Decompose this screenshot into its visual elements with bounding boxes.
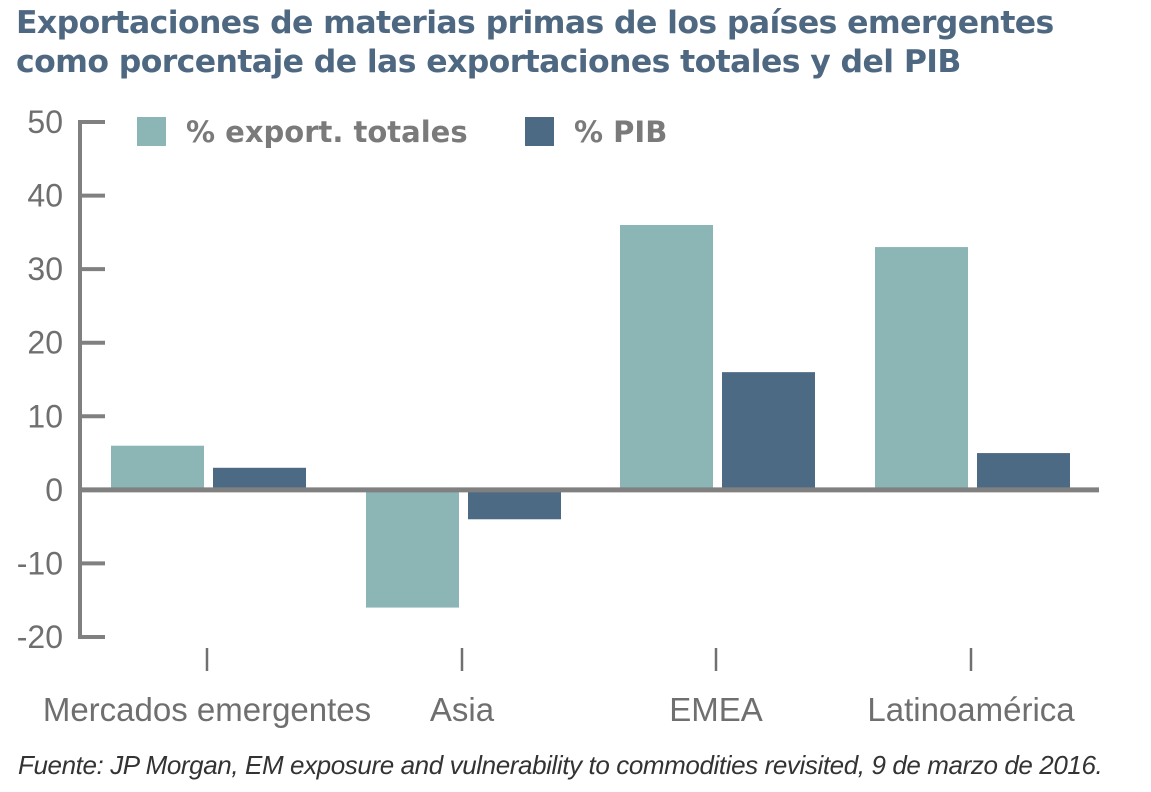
bars-group (111, 225, 1070, 608)
source-note: Fuente: JP Morgan, EM exposure and vulne… (18, 750, 1103, 780)
legend-swatch-export-totales (137, 117, 166, 146)
chart-title: Exportaciones de materias primas de los … (16, 4, 1146, 82)
bar-export-totales-emea (620, 225, 713, 490)
bar-pib-mercados-emergentes (213, 467, 306, 490)
y-tick-label: -10 (17, 545, 63, 581)
bar-pib-emea (722, 372, 815, 490)
x-category-label: Asia (430, 691, 495, 728)
y-tick-label: 0 (45, 472, 63, 508)
chart-title-line-1: Exportaciones de materias primas de los … (16, 5, 1054, 41)
bar-export-totales-asia (366, 489, 459, 608)
chart-title-line-2: como porcentaje de las exportaciones tot… (16, 44, 961, 80)
x-axis: Mercados emergentes Asia EMEA Latinoamérica (43, 648, 1075, 728)
y-tick-label: 30 (27, 251, 63, 287)
legend-label-pib: % PIB (574, 115, 667, 149)
bar-export-totales-mercados-emergentes (111, 445, 204, 490)
y-tick-label: -20 (17, 619, 63, 655)
y-axis: 50 40 30 20 10 0 -10 -20 (17, 104, 105, 655)
y-tick-label: 50 (27, 104, 63, 140)
legend-label-export-totales: % export. totales (186, 115, 468, 149)
x-category-label: Latinoamérica (867, 691, 1075, 728)
bar-pib-latinoam-rica (977, 453, 1070, 490)
legend-swatch-pib (525, 117, 554, 146)
bar-pib-asia (468, 489, 561, 520)
y-tick-label: 40 (27, 178, 63, 214)
y-tick-label: 20 (27, 325, 63, 361)
y-tick-label: 10 (27, 398, 63, 434)
x-category-label: Mercados emergentes (43, 691, 371, 728)
bar-export-totales-latinoam-rica (875, 247, 968, 490)
legend: % export. totales % PIB (137, 115, 667, 149)
x-category-label: EMEA (669, 691, 763, 728)
